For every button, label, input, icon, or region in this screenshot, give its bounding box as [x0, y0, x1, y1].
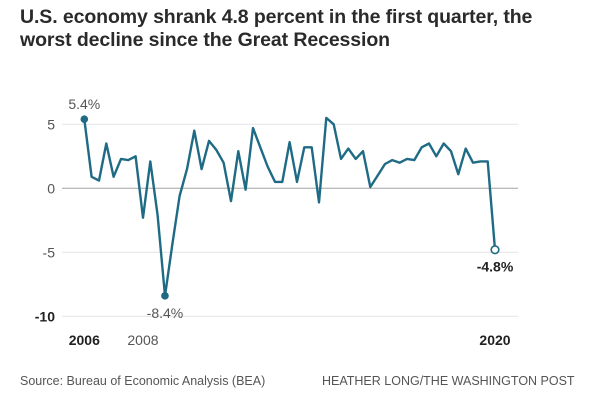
- x-axis-ticks: 2006 2008 2020: [69, 332, 511, 348]
- series-line: [83, 116, 497, 297]
- annotation-labels: 5.4% -8.4% -4.8%: [68, 96, 513, 321]
- y-tick-label: -10: [35, 308, 55, 324]
- data-label: -8.4%: [147, 305, 184, 321]
- data-point-marker: [80, 115, 89, 123]
- y-axis-ticks: 5 0 -5 -10: [35, 116, 55, 324]
- y-tick-label: -5: [43, 244, 56, 260]
- data-point-marker: [161, 292, 169, 300]
- x-tick-label: 2020: [479, 332, 510, 348]
- credit-line: HEATHER LONG/THE WASHINGTON POST: [322, 374, 575, 388]
- y-tick-label: 5: [47, 116, 55, 132]
- chart-title: U.S. economy shrank 4.8 percent in the f…: [20, 6, 533, 51]
- x-tick-label: 2006: [69, 332, 100, 348]
- y-tick-label: 0: [47, 180, 55, 196]
- x-tick-label: 2008: [127, 332, 158, 348]
- data-point-marker: [490, 245, 500, 255]
- data-label: -4.8%: [477, 259, 514, 275]
- annotation-markers: [80, 115, 500, 300]
- gridlines: [62, 123, 518, 317]
- series-lines: [83, 116, 497, 297]
- source-note: Source: Bureau of Economic Analysis (BEA…: [20, 374, 266, 388]
- data-label: 5.4%: [68, 96, 100, 112]
